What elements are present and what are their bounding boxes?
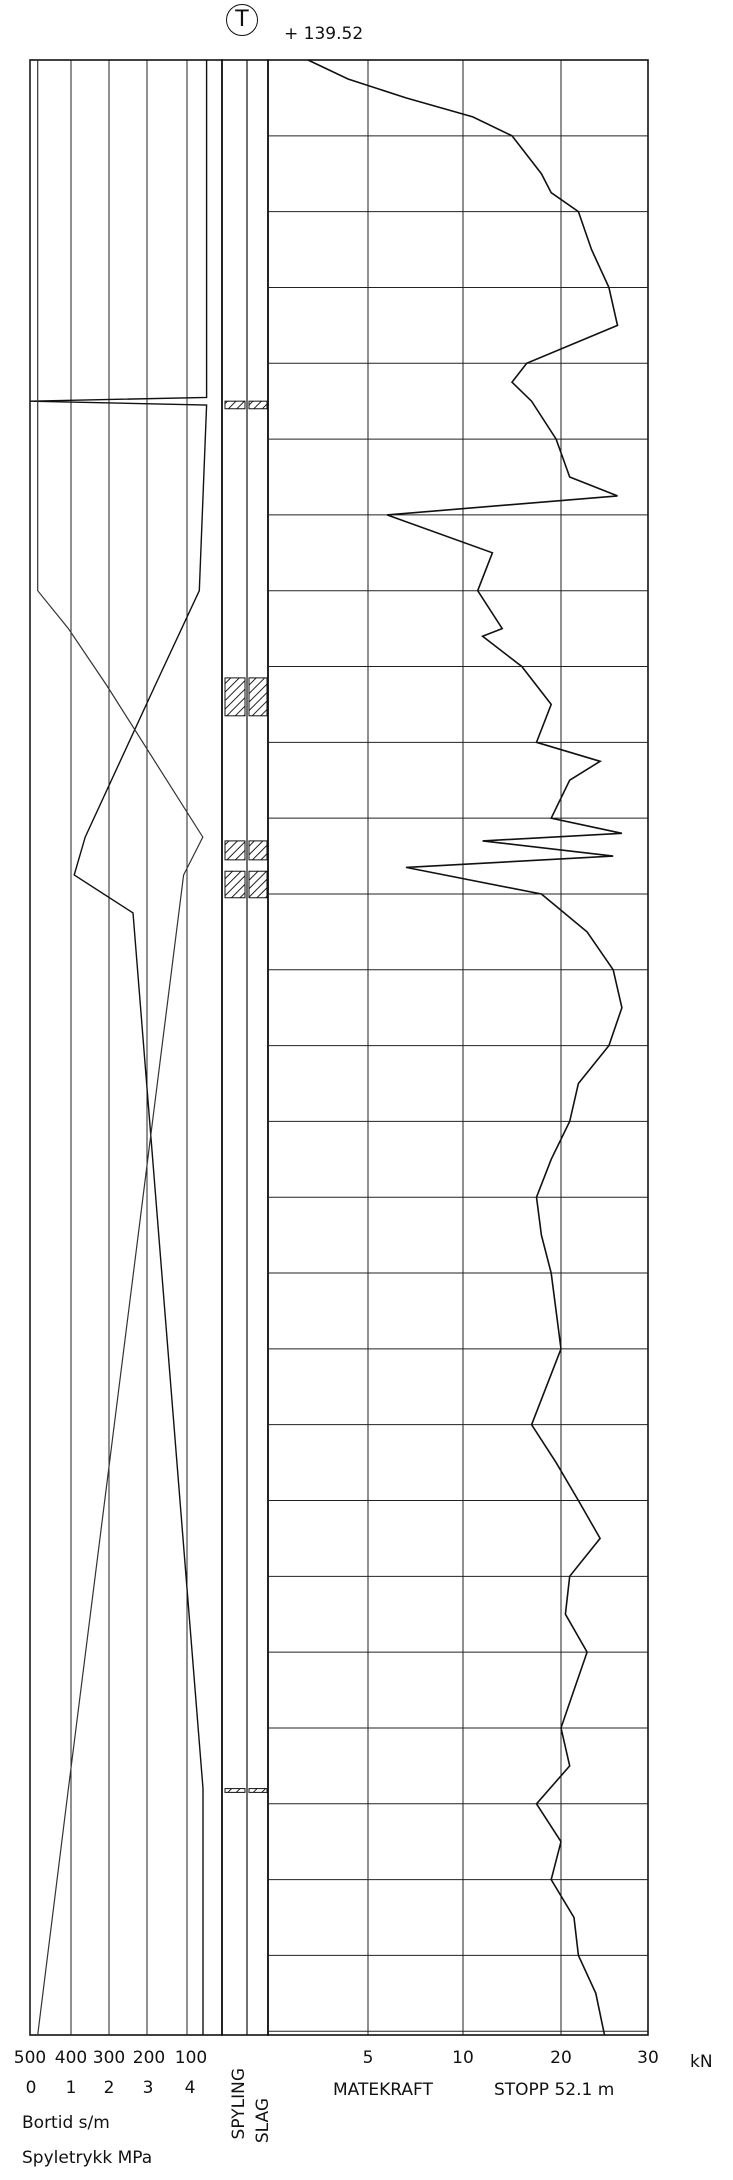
bortid-axis-label: Bortid s/m xyxy=(22,2113,110,2133)
bortid-tick-label: 200 xyxy=(132,2048,166,2068)
header-symbol: T xyxy=(226,4,258,36)
spyletrykk-line xyxy=(37,60,204,2036)
stop-depth-label: STOPP 52.1 m xyxy=(494,2080,615,2100)
spyletrykk-tick-label: 1 xyxy=(65,2078,77,2098)
bortid-tick-label: 500 xyxy=(13,2048,47,2068)
series-layer xyxy=(29,59,623,2036)
slag-interval xyxy=(248,1788,268,1793)
slag-label: SLAG xyxy=(253,2098,273,2144)
middle-panel-frame xyxy=(221,59,269,2036)
kn-tick-label: 30 xyxy=(637,2048,659,2068)
slag-interval xyxy=(248,400,268,410)
chart-frame xyxy=(29,59,649,2036)
unit-label: kN xyxy=(690,2052,713,2072)
spyletrykk-tick-label: 2 xyxy=(103,2078,115,2098)
kn-tick-label: 20 xyxy=(550,2048,572,2068)
kn-tick-label: 5 xyxy=(362,2048,374,2068)
kn-tick-label: 10 xyxy=(452,2048,474,2068)
elevation-label: + 139.52 xyxy=(284,24,364,44)
slag-interval xyxy=(248,840,268,861)
spyling-interval xyxy=(224,1788,246,1793)
spyling-label: SPYLING xyxy=(229,2068,249,2140)
bortid-tick-label: 400 xyxy=(54,2048,88,2068)
grid-lines xyxy=(29,60,648,2035)
bortid-tick-label: 300 xyxy=(92,2048,126,2068)
bortid-tick-label: 100 xyxy=(174,2048,208,2068)
spyletrykk-axis-label: Spyletrykk MPa xyxy=(22,2148,153,2168)
right-panel-frame xyxy=(267,59,649,2036)
spyling-interval xyxy=(224,870,246,899)
left-panel-frame xyxy=(29,59,223,2036)
spyletrykk-tick-label: 0 xyxy=(25,2078,37,2098)
slag-interval xyxy=(248,870,268,899)
spyling-interval xyxy=(224,677,246,717)
x-axis-label: MATEKRAFT xyxy=(333,2080,433,2100)
spyletrykk-tick-label: 4 xyxy=(184,2078,196,2098)
slag-interval xyxy=(248,677,268,717)
bortid-line xyxy=(29,60,208,2035)
hatch-layer xyxy=(224,400,268,1793)
spyletrykk-tick-label: 3 xyxy=(142,2078,154,2098)
spyling-interval xyxy=(224,400,246,410)
matekraft-line xyxy=(307,59,623,2036)
spyling-interval xyxy=(224,840,246,861)
